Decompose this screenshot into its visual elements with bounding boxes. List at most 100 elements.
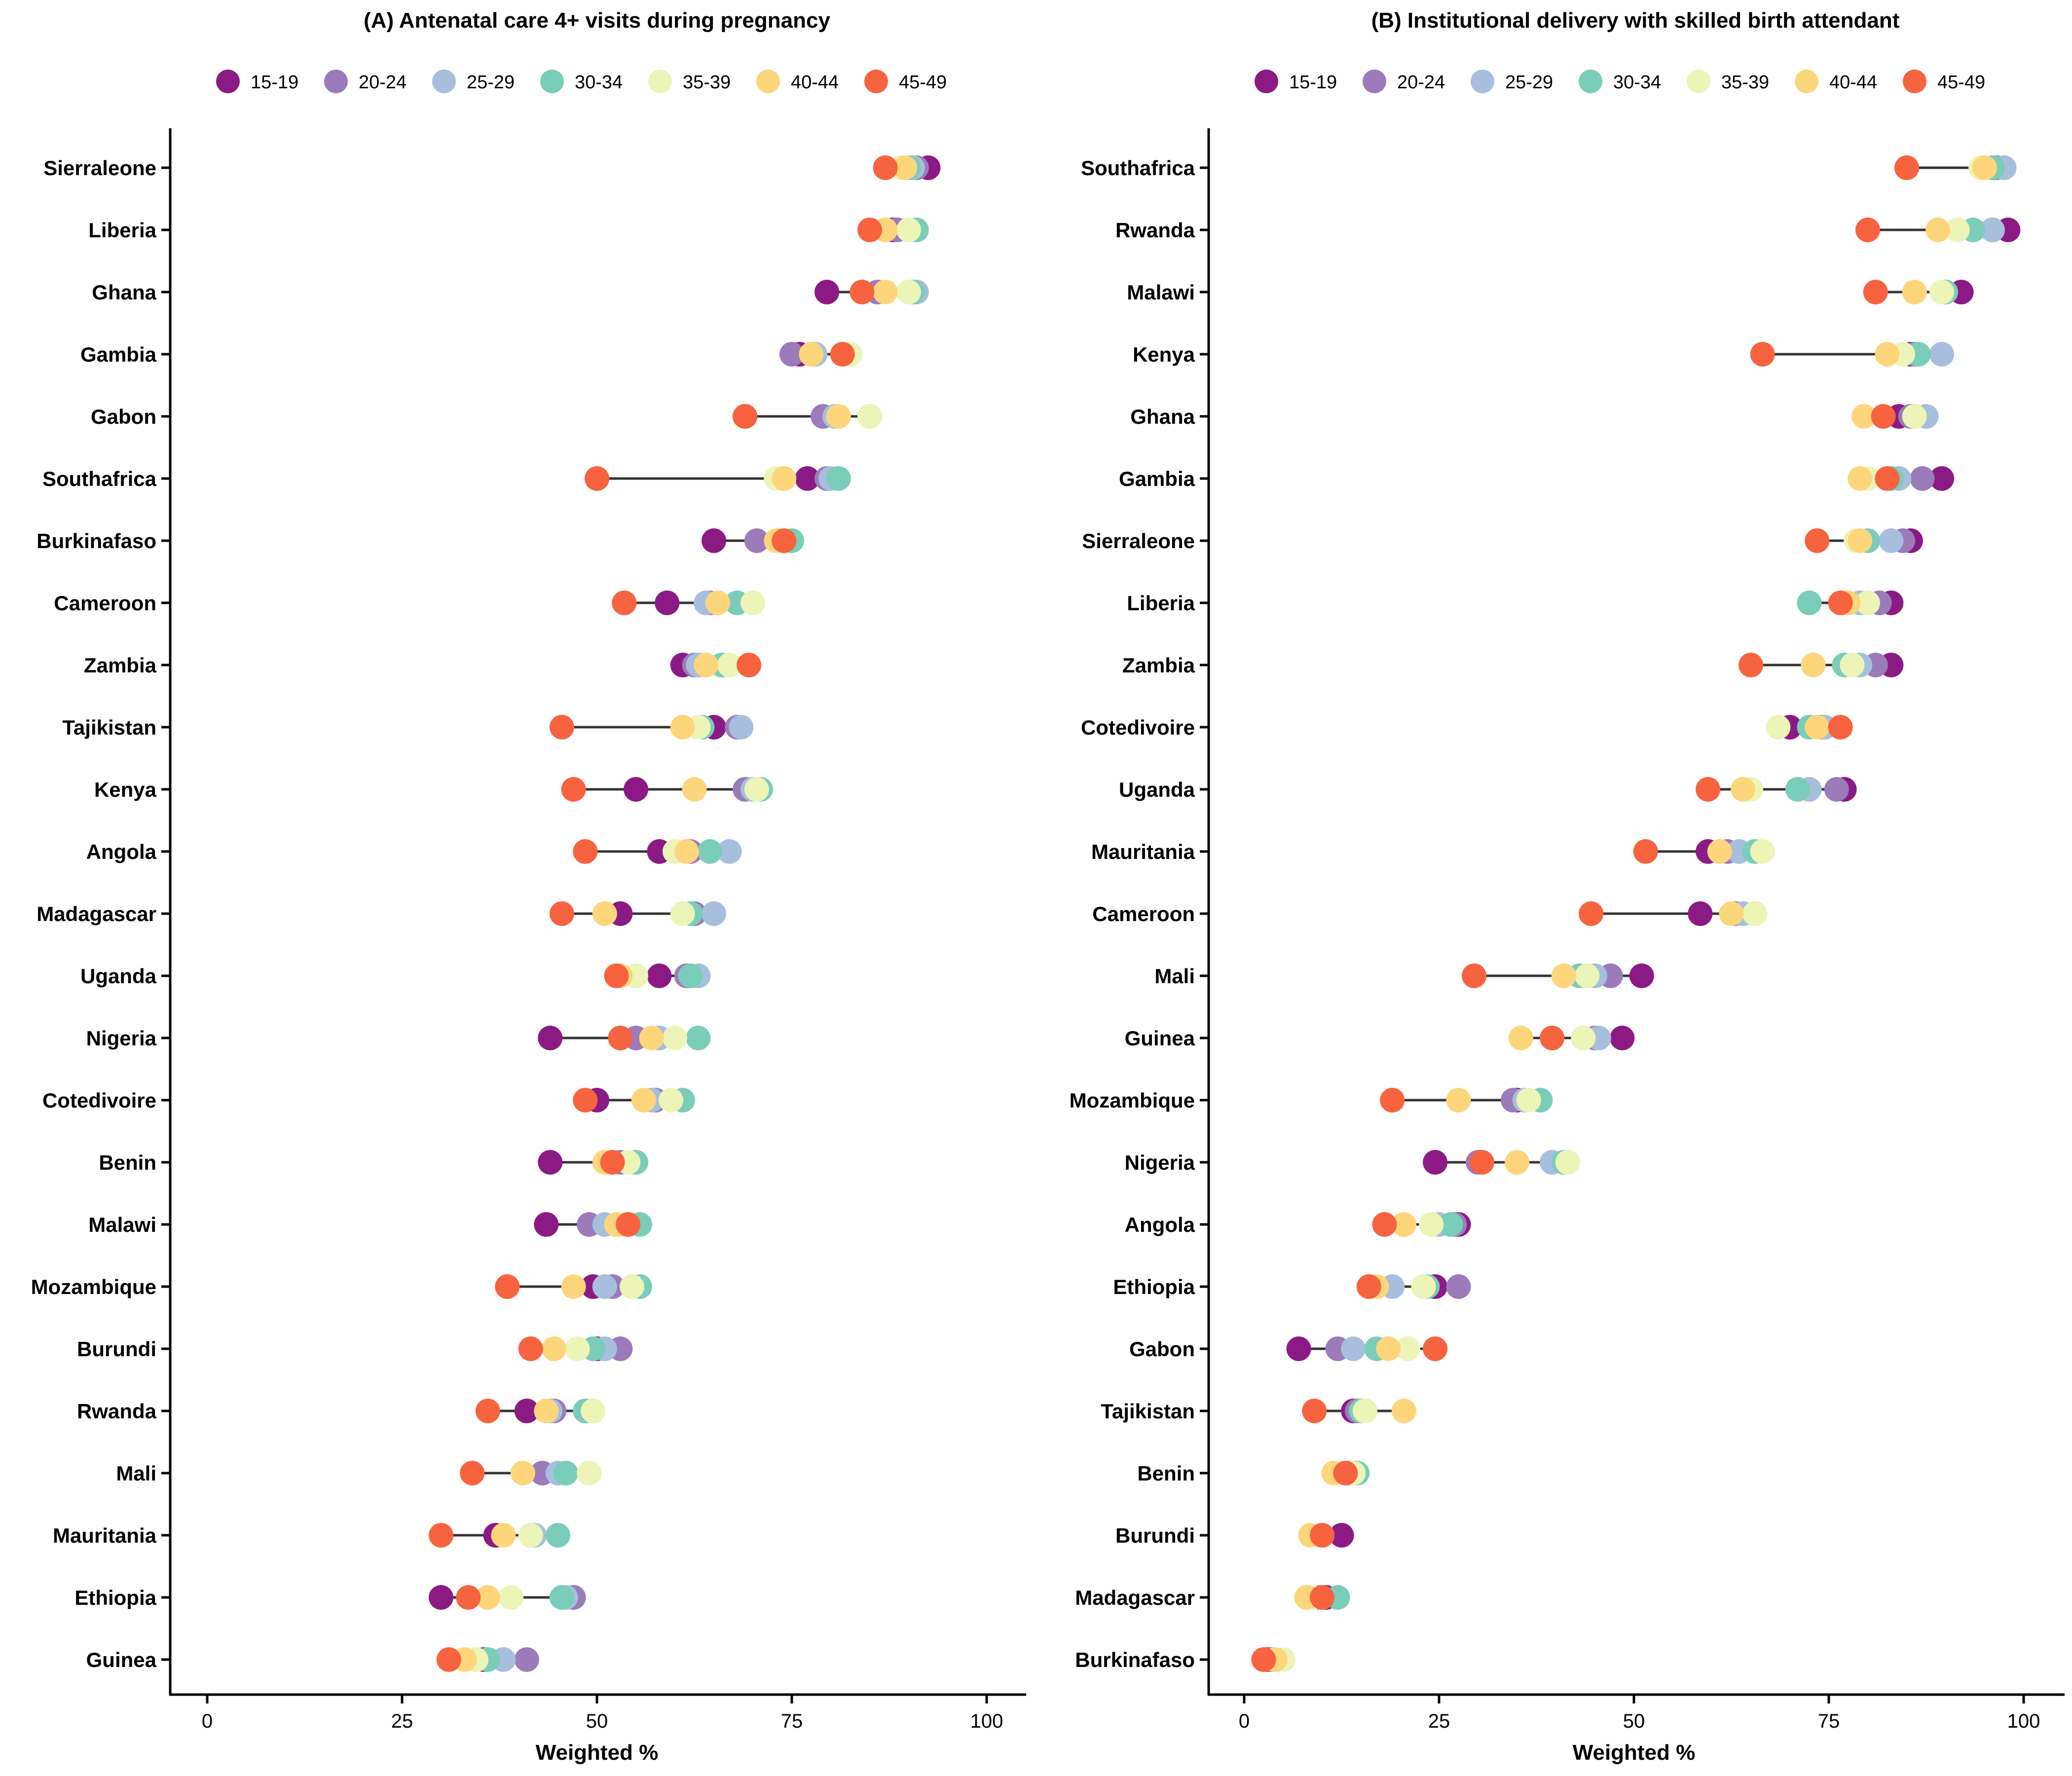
dot-45-49 bbox=[830, 342, 855, 367]
country-label: Liberia bbox=[1127, 592, 1195, 615]
dot-45-49 bbox=[518, 1336, 543, 1361]
dot-40-44 bbox=[1875, 342, 1900, 367]
x-axis-title: Weighted % bbox=[536, 1740, 659, 1765]
dot-40-44 bbox=[1707, 839, 1732, 864]
country-label: Tajikistan bbox=[1101, 1400, 1195, 1423]
dot-45-49 bbox=[1828, 715, 1853, 740]
country-label: Benin bbox=[1137, 1462, 1195, 1485]
dot-30-34 bbox=[553, 1461, 578, 1485]
dot-45-49 bbox=[600, 1150, 625, 1175]
legend-key-25-29 bbox=[432, 70, 456, 93]
dot-30-34 bbox=[1438, 1212, 1463, 1237]
dot-25-29 bbox=[702, 901, 726, 926]
country-label: Zambia bbox=[84, 654, 157, 677]
country-label: Madagascar bbox=[1075, 1586, 1195, 1609]
legend-key-45-49 bbox=[864, 70, 888, 93]
country-label: Burkinafaso bbox=[37, 529, 156, 553]
dot-25-29 bbox=[1980, 218, 2005, 242]
dot-15-19 bbox=[624, 777, 648, 802]
dot-45-49 bbox=[1696, 777, 1721, 802]
legend-key-40-44 bbox=[1795, 70, 1818, 93]
dot-40-44 bbox=[1551, 963, 1576, 988]
dot-45-49 bbox=[1855, 218, 1880, 242]
dot-40-44 bbox=[1391, 1212, 1416, 1237]
country-label: Ethiopia bbox=[74, 1586, 156, 1609]
country-label: Burundi bbox=[77, 1337, 156, 1361]
dot-45-49 bbox=[1302, 1399, 1327, 1423]
legend-label: 25-29 bbox=[1505, 72, 1553, 93]
dot-45-49 bbox=[616, 1212, 641, 1237]
dot-40-44 bbox=[694, 653, 719, 677]
country-label: Gabon bbox=[91, 405, 156, 428]
dot-40-44 bbox=[826, 404, 851, 429]
dot-40-44 bbox=[1391, 1399, 1416, 1423]
dot-45-49 bbox=[561, 777, 586, 802]
dot-30-34 bbox=[1797, 591, 1822, 615]
x-tick-label: 0 bbox=[202, 1710, 213, 1732]
legend-key-25-29 bbox=[1471, 70, 1494, 93]
country-label: Rwanda bbox=[1115, 219, 1195, 242]
dot-20-24 bbox=[779, 342, 804, 367]
dot-40-44 bbox=[670, 715, 695, 740]
dot-45-49 bbox=[857, 218, 882, 242]
dot-45-49 bbox=[1871, 404, 1896, 429]
dot-35-39 bbox=[1395, 1336, 1420, 1361]
country-label: Cotedivoire bbox=[1081, 716, 1195, 739]
country-label: Uganda bbox=[1119, 778, 1195, 801]
dot-15-19 bbox=[655, 591, 680, 615]
dot-30-34 bbox=[1785, 777, 1810, 802]
country-label: Mauritania bbox=[1091, 840, 1195, 863]
dot-45-49 bbox=[573, 839, 598, 864]
dot-45-49 bbox=[772, 528, 797, 553]
country-label: Mali bbox=[116, 1462, 156, 1485]
dot-40-44 bbox=[1508, 1026, 1533, 1050]
dot-25-29 bbox=[1929, 342, 1955, 367]
dot-40-44 bbox=[1376, 1336, 1401, 1361]
dot-30-34 bbox=[546, 1523, 570, 1548]
legend-label: 40-44 bbox=[1829, 72, 1877, 93]
country-label: Guinea bbox=[86, 1648, 157, 1671]
dot-35-39 bbox=[663, 1026, 687, 1050]
dot-20-24 bbox=[744, 528, 769, 553]
dot-35-39 bbox=[1516, 1088, 1541, 1112]
legend-label: 30-34 bbox=[1613, 72, 1661, 93]
legend-key-20-24 bbox=[324, 70, 348, 93]
dot-15-19 bbox=[1929, 466, 1955, 491]
dot-40-44 bbox=[639, 1026, 664, 1050]
country-label: Cameroon bbox=[54, 592, 156, 615]
dot-40-44 bbox=[1851, 404, 1877, 429]
legend-label: 30-34 bbox=[575, 72, 623, 93]
dot-45-49 bbox=[1633, 839, 1658, 864]
legend-key-30-34 bbox=[540, 70, 564, 93]
dot-45-49 bbox=[737, 653, 762, 677]
dot-15-19 bbox=[429, 1585, 453, 1610]
dot-35-39 bbox=[744, 777, 769, 802]
dot-45-49 bbox=[1423, 1336, 1448, 1361]
dot-40-44 bbox=[1805, 715, 1830, 740]
dot-45-49 bbox=[1469, 1150, 1494, 1175]
dot-40-44 bbox=[1848, 466, 1873, 491]
dot-45-49 bbox=[873, 155, 898, 180]
legend-label: 35-39 bbox=[1721, 72, 1769, 93]
dot-45-49 bbox=[850, 280, 875, 304]
dot-15-19 bbox=[514, 1399, 539, 1423]
x-tick-label: 100 bbox=[970, 1710, 1003, 1732]
dot-40-44 bbox=[799, 342, 824, 367]
dot-45-49 bbox=[1863, 280, 1888, 304]
country-label: Nigeria bbox=[86, 1027, 157, 1050]
country-label: Burundi bbox=[1115, 1524, 1195, 1547]
dot-45-49 bbox=[1894, 155, 1919, 180]
legend-label: 45-49 bbox=[899, 72, 947, 93]
dot-15-19 bbox=[1329, 1523, 1354, 1548]
dot-40-44 bbox=[1446, 1088, 1471, 1112]
dot-35-39 bbox=[670, 901, 695, 926]
dot-40-44 bbox=[682, 777, 707, 802]
dot-35-39 bbox=[499, 1585, 524, 1610]
dot-35-39 bbox=[577, 1461, 602, 1485]
x-tick-label: 100 bbox=[2007, 1710, 2040, 1732]
dot-15-19 bbox=[1688, 901, 1713, 926]
dot-35-39 bbox=[857, 404, 882, 429]
dot-45-49 bbox=[604, 963, 629, 988]
x-tick-label: 0 bbox=[1239, 1710, 1250, 1732]
dot-25-29 bbox=[1879, 528, 1904, 553]
